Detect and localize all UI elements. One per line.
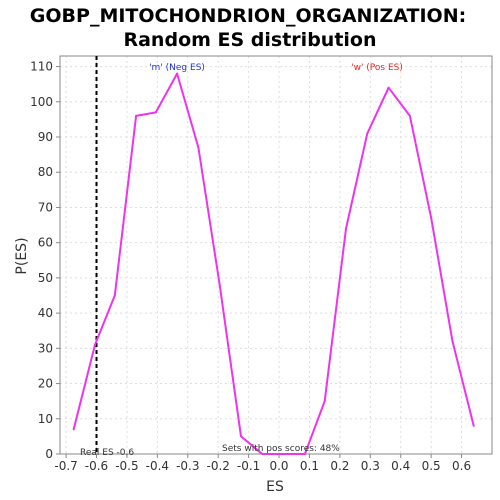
es-data-point: [72, 428, 75, 431]
x-tick-label: 0.5: [422, 459, 441, 473]
x-tick-label: -0.1: [237, 459, 260, 473]
y-tick-label: 0: [45, 447, 53, 461]
grid-lines: [60, 56, 492, 455]
es-data-point: [93, 343, 96, 346]
es-data-point: [218, 283, 221, 286]
y-tick-label: 80: [38, 165, 53, 179]
x-axis-label: ES: [266, 479, 284, 495]
y-tick-label: 60: [38, 236, 53, 250]
x-tick-label: -0.5: [115, 459, 138, 473]
es-data-point: [135, 114, 138, 117]
y-axis-ticks: 0 10 20 30 40 50 60 70 80 90 100 110: [30, 60, 60, 461]
y-axis-label: P(ES): [14, 237, 30, 274]
pos-scores-label: Sets with pos scores: 48%: [222, 444, 340, 454]
pos-es-label: 'w' (Pos ES): [351, 63, 403, 73]
es-data-point: [344, 227, 347, 230]
es-data-point: [282, 453, 285, 455]
x-tick-label: 0.6: [452, 459, 471, 473]
chart-title-line1: GOBP_MITOCHONDRION_ORGANIZATION:: [30, 5, 466, 27]
x-tick-label: 0.1: [300, 459, 319, 473]
es-data-point: [387, 86, 390, 89]
y-tick-label: 110: [30, 60, 53, 74]
x-tick-label: -0.2: [206, 459, 229, 473]
es-data-point: [408, 114, 411, 117]
es-data-point: [303, 453, 306, 455]
es-distribution-line: [72, 72, 475, 455]
x-tick-label: -0.4: [146, 459, 169, 473]
chart-title-line2: Random ES distribution: [123, 29, 376, 51]
x-tick-label: 0.3: [361, 459, 380, 473]
y-tick-label: 20: [38, 377, 53, 391]
y-tick-label: 40: [38, 306, 53, 320]
x-tick-label: 0.0: [269, 459, 288, 473]
plot-frame: [59, 55, 493, 455]
es-data-point: [240, 435, 243, 438]
es-data-point: [154, 111, 157, 114]
x-tick-label: -0.7: [54, 459, 77, 473]
es-data-point: [176, 72, 179, 75]
neg-es-label: 'm' (Neg ES): [149, 63, 205, 73]
es-data-point: [472, 424, 475, 427]
x-tick-label: 0.2: [330, 459, 349, 473]
y-tick-label: 50: [38, 271, 53, 285]
x-tick-label: -0.3: [176, 459, 199, 473]
y-tick-label: 30: [38, 341, 53, 355]
es-data-point: [261, 453, 264, 455]
x-axis-ticks: -0.7 -0.6 -0.5 -0.4 -0.3 -0.2 -0.1 0.0 0.1 0.2 0.3…: [54, 454, 471, 473]
es-data-point: [113, 294, 116, 297]
es-data-point: [197, 146, 200, 149]
y-tick-label: 70: [38, 200, 53, 214]
y-tick-label: 100: [30, 95, 53, 109]
series-layer: [72, 72, 475, 455]
es-data-point: [366, 132, 369, 135]
y-tick-label: 10: [38, 412, 53, 426]
x-tick-label: 0.4: [391, 459, 410, 473]
es-data-point: [323, 400, 326, 403]
x-tick-label: -0.6: [85, 459, 108, 473]
y-tick-label: 90: [38, 130, 53, 144]
es-data-point: [451, 340, 454, 343]
real-es-label: Real ES -0.6: [80, 448, 134, 458]
es-data-point: [430, 217, 433, 220]
